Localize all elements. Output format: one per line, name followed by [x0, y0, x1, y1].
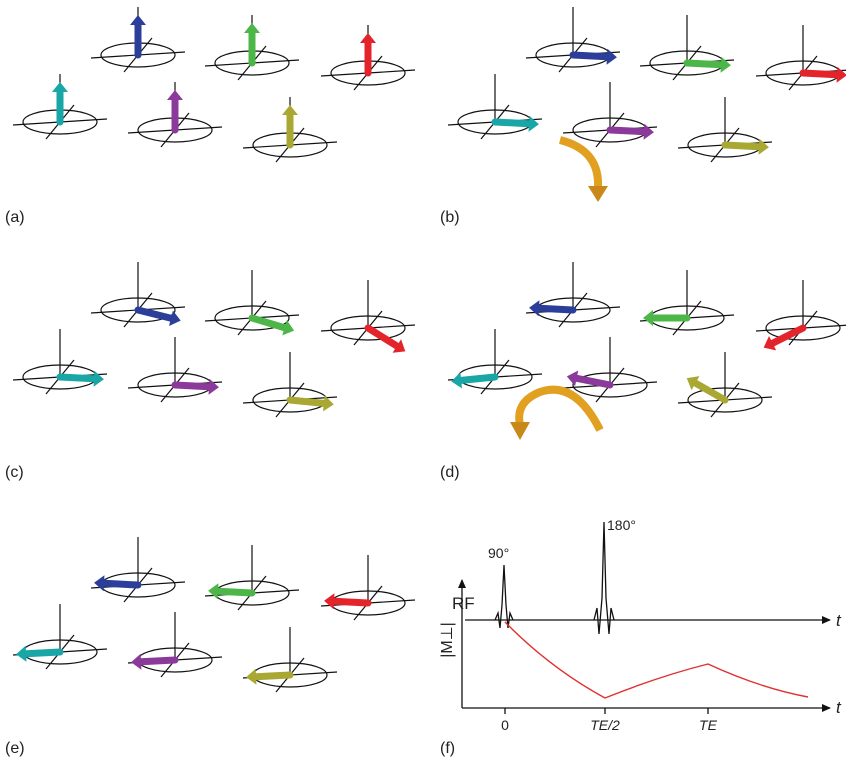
spin-orbit [330, 315, 406, 341]
spin-vector-head [606, 48, 617, 65]
timing-diagram: 90° 180° RF t t |M⊥| 0 TE/2 TE [439, 517, 842, 733]
spin-vector-head [763, 336, 777, 351]
spin-vector [100, 579, 142, 589]
spin-vector [22, 648, 64, 658]
spin-vector-head [643, 310, 653, 326]
spin-vector [769, 324, 807, 347]
spin-vector [691, 379, 729, 404]
spin-vector-head [758, 138, 769, 155]
tick-label: TE [699, 717, 718, 733]
spin-vector-head [528, 115, 539, 132]
spin-orbit [765, 315, 841, 341]
spin-vector-head [566, 370, 579, 387]
m-label: |M⊥| [439, 622, 456, 658]
panel-label: (d) [440, 464, 460, 481]
panel-label: (f) [440, 740, 455, 757]
spin-vector-head [324, 593, 335, 610]
spin-vector-head [720, 56, 731, 73]
spin-vector-head [451, 372, 462, 389]
spin-vector [171, 381, 213, 391]
spin-vector-head [52, 82, 68, 92]
spin-vector-head [94, 575, 105, 592]
spin-orbit [572, 372, 648, 398]
spin-vector-head [208, 378, 219, 395]
rf-label: RF [452, 594, 475, 613]
spin-vector [721, 141, 763, 151]
panel-label: (e) [5, 740, 25, 757]
spin-panels [12, 7, 846, 693]
tick-label: 0 [501, 717, 509, 733]
spin-vector [364, 324, 401, 350]
spin-vector-head [167, 90, 183, 100]
spin-orbit [687, 387, 763, 413]
spin-vector-head [93, 370, 104, 387]
spin-vector-head [323, 395, 334, 412]
spin-vector-head [282, 105, 298, 115]
spin-vector [491, 118, 533, 128]
spin-vector [252, 671, 294, 681]
pulse-label: 180° [607, 517, 636, 533]
spin-vector [535, 304, 577, 314]
spin-vector [214, 587, 256, 597]
spin-vector-head [643, 123, 654, 140]
spin-vector-head [246, 668, 257, 685]
spin-vector [569, 51, 611, 61]
spin-vector [573, 374, 614, 389]
spin-vector [330, 597, 372, 607]
spin-vector-head [282, 320, 295, 336]
spin-vector [606, 126, 648, 136]
pulse-label: 90° [488, 545, 509, 561]
spin-vector [56, 373, 98, 383]
spin-vector-head [360, 33, 376, 43]
spin-vector-head [16, 645, 27, 662]
flip-arrow [558, 136, 603, 189]
spin-vector-head [392, 339, 406, 353]
magnetization-curve [504, 621, 809, 699]
tick-label: TE/2 [590, 717, 620, 733]
spin-orbit [100, 297, 176, 323]
spin-vector-head [208, 583, 219, 600]
spin-vector-head [169, 310, 181, 327]
spin-vector [248, 314, 289, 332]
spin-vector-head [130, 15, 146, 25]
spin-vector-head [836, 66, 846, 83]
spin-vector-head [244, 23, 260, 33]
spin-orbit [214, 305, 290, 331]
panel-label: (b) [440, 209, 460, 226]
rf-pulse-180 [593, 521, 615, 635]
panel-label: (a) [5, 209, 25, 226]
spin-vector [799, 69, 841, 79]
spin-vector-head [686, 376, 700, 391]
panel-label: (c) [5, 464, 24, 481]
spin-vector [286, 396, 328, 407]
flip-arrow-head [588, 186, 608, 202]
axis-label: t [836, 698, 842, 717]
spin-vector-head [131, 653, 142, 670]
spin-vector [137, 656, 179, 666]
spin-vector [683, 59, 725, 69]
flip-arrow-head [510, 422, 530, 440]
axis-label: t [836, 611, 842, 630]
flip-arrow [515, 385, 604, 432]
spin-vector-head [529, 300, 540, 317]
rf-pulse-90 [494, 564, 514, 629]
spin-vector [457, 373, 499, 384]
spin-vector [134, 306, 175, 322]
